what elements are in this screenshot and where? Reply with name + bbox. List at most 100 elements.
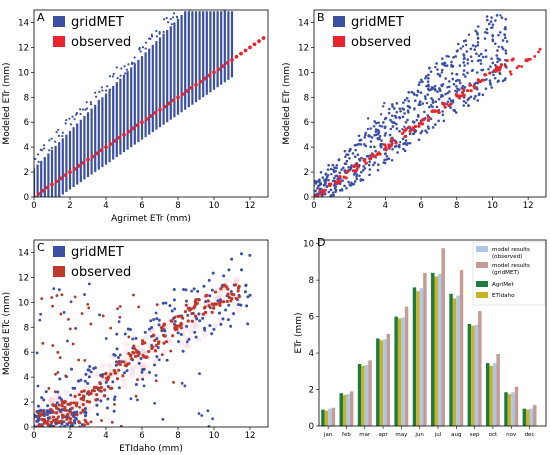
y-axis-label: Modeled ETr (mm) <box>2 62 12 144</box>
gridmet-point <box>504 51 508 55</box>
haze-dot <box>223 277 230 284</box>
gridmet-point <box>346 153 350 157</box>
observed-point <box>483 73 487 77</box>
observed-point <box>135 123 140 128</box>
observed-point <box>110 420 114 424</box>
observed-point <box>42 419 46 423</box>
x-tick-label: apr <box>379 432 389 438</box>
haze-dot <box>201 331 208 338</box>
gridmet-point <box>57 134 61 137</box>
gridmet-point <box>46 416 51 420</box>
y-tick-label: 4 <box>309 349 314 359</box>
observed-point <box>230 296 234 301</box>
gridmet-point <box>361 169 365 172</box>
gridmet-point <box>378 137 381 141</box>
gridmet-point <box>390 158 394 162</box>
gridmet-point <box>471 44 475 47</box>
gridmet-point <box>419 131 423 135</box>
observed-point <box>319 192 323 196</box>
observed-point <box>408 129 412 133</box>
observed-point <box>77 421 82 425</box>
gridmet-point <box>200 414 204 417</box>
observed-point <box>383 143 387 147</box>
observed-point <box>83 358 87 362</box>
gridmet-point <box>406 118 409 122</box>
observed-point <box>436 109 441 114</box>
gridmet-point <box>207 424 211 427</box>
gridmet-point <box>476 99 479 102</box>
bar-nov <box>514 386 519 426</box>
gridmet-point <box>85 101 88 104</box>
gridmet-point <box>123 332 127 336</box>
x-tick-label: jan <box>323 432 333 438</box>
gridmet-point <box>158 32 161 35</box>
gridmet-point <box>50 146 54 150</box>
bar-feb <box>349 391 354 426</box>
y-tick-label: 0 <box>304 193 309 203</box>
gridmet-point <box>111 380 115 384</box>
gridmet-point <box>49 423 53 427</box>
gridmet-point <box>498 72 502 76</box>
observed-point <box>117 359 121 363</box>
observed-point <box>56 371 60 374</box>
gridmet-point <box>427 77 430 80</box>
gridmet-point <box>104 89 108 92</box>
observed-point <box>232 293 236 297</box>
observed-point <box>81 395 86 400</box>
bar-sep <box>467 323 472 426</box>
observed-point <box>68 410 73 414</box>
gridmet-point <box>474 45 477 48</box>
gridmet-point <box>359 178 363 181</box>
gridmet-point <box>369 127 372 130</box>
gridmet-point <box>58 288 61 292</box>
gridmet-point <box>456 49 459 52</box>
gridmet-point <box>155 29 158 33</box>
gridmet-point <box>495 14 499 17</box>
legend-swatch-observed <box>53 36 65 47</box>
gridmet-point <box>497 79 500 83</box>
observed-point <box>229 299 233 303</box>
gridmet-point <box>173 319 177 323</box>
observed-point <box>204 310 208 314</box>
gridmet-point <box>338 182 342 186</box>
observed-point <box>100 419 103 422</box>
panel-letter: A <box>37 11 45 24</box>
bar-nov <box>507 394 512 426</box>
gridmet-point <box>87 368 91 372</box>
gridmet-point <box>161 301 165 305</box>
gridmet-point <box>462 39 466 43</box>
y-tick-label: 8 <box>304 93 309 103</box>
haze-dot <box>129 365 136 372</box>
gridmet-point <box>379 113 383 116</box>
observed-point <box>61 413 65 418</box>
gridmet-point <box>426 93 430 96</box>
haze-dot <box>129 368 136 375</box>
gridmet-point <box>83 293 86 296</box>
observed-point <box>119 424 123 427</box>
observed-point <box>86 422 90 426</box>
gridmet-point <box>452 55 455 59</box>
observed-point <box>495 65 499 69</box>
gridmet-point <box>420 129 424 133</box>
gridmet-point <box>367 163 371 167</box>
observed-point <box>508 70 512 74</box>
observed-point <box>149 114 153 118</box>
haze-dot <box>193 323 200 330</box>
haze-dot <box>182 342 189 349</box>
observed-point <box>179 326 183 330</box>
y-tick-label: 12 <box>18 273 29 283</box>
gridmet-point <box>406 104 410 108</box>
observed-point <box>153 349 158 353</box>
observed-point <box>427 115 431 119</box>
gridmet-point <box>477 54 481 58</box>
observed-point <box>462 93 466 98</box>
gridmet-point <box>391 125 395 128</box>
observed-point <box>69 417 73 421</box>
gridmet-point <box>475 52 478 55</box>
x-tick-label: jun <box>414 432 424 438</box>
y-tick-label: 0 <box>24 423 29 433</box>
gridmet-point <box>120 67 123 70</box>
observed-point <box>118 315 122 319</box>
gridmet-point <box>365 154 369 158</box>
